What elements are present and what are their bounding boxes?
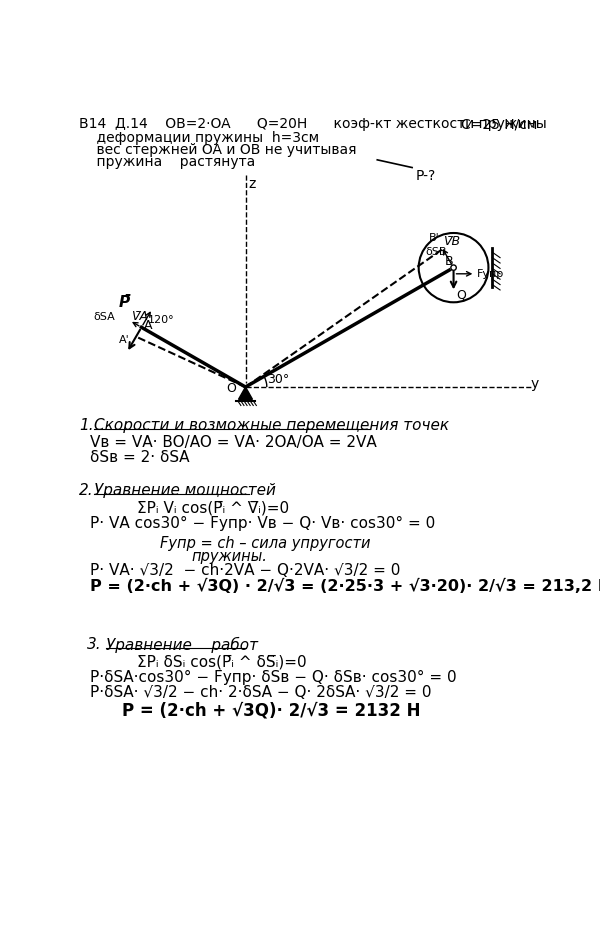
Text: 1.: 1. (79, 418, 94, 433)
Text: 3.: 3. (86, 637, 101, 652)
Polygon shape (239, 387, 253, 400)
Text: z: z (248, 177, 256, 190)
Text: P·δSА· √3/2 − ch· 2·δSА − Q· 2δSА· √3/2 = 0: P·δSА· √3/2 − ch· 2·δSА − Q· 2δSА· √3/2 … (91, 685, 432, 700)
Text: V̄A: V̄A (131, 310, 148, 323)
Text: P = (2·ch + √3Q)· 2/√3 = 2132 Н: P = (2·ch + √3Q)· 2/√3 = 2132 Н (121, 702, 420, 720)
Text: δSA: δSA (94, 312, 115, 322)
Text: A: A (144, 319, 152, 332)
Text: Vв = VА· BO/AO = VА· 2OA/OA = 2VА: Vв = VА· BO/AO = VА· 2OA/OA = 2VА (91, 435, 377, 450)
Text: ΣPᵢ δSᵢ cos(P̅ᵢ ^ δS̅ᵢ)=0: ΣPᵢ δSᵢ cos(P̅ᵢ ^ δS̅ᵢ)=0 (137, 654, 307, 670)
Text: P· VА· √3/2  − ch·2VА − Q·2VА· √3/2 = 0: P· VА· √3/2 − ch·2VА − Q·2VА· √3/2 = 0 (91, 563, 401, 579)
Text: деформации пружины  h=3см: деформации пружины h=3см (79, 131, 319, 145)
Text: 2.: 2. (79, 483, 94, 498)
Text: Уравнение мощностей: Уравнение мощностей (94, 483, 276, 498)
Text: пружины.: пружины. (191, 549, 267, 564)
Text: A': A' (119, 334, 130, 345)
Text: 30°: 30° (267, 373, 289, 385)
Text: 120°: 120° (148, 314, 174, 325)
Text: B': B' (429, 233, 440, 243)
Text: вес стержней OA и OB не учитывая: вес стержней OA и OB не учитывая (79, 143, 356, 157)
Text: P̄: P̄ (119, 295, 130, 311)
Text: Скорости и возможные перемещения точек: Скорости и возможные перемещения точек (94, 418, 449, 433)
Circle shape (451, 265, 456, 270)
Text: O: O (226, 382, 236, 395)
Text: Q: Q (457, 289, 467, 302)
Text: пружина    растянута: пружина растянута (79, 155, 255, 170)
Text: y: y (531, 377, 539, 391)
Text: δSв = 2· δSА: δSв = 2· δSА (91, 450, 190, 465)
Text: Уравнение    работ: Уравнение работ (106, 637, 258, 653)
Text: δSB: δSB (426, 247, 448, 258)
Text: V̄B: V̄B (443, 235, 460, 248)
Text: B: B (444, 255, 453, 268)
Text: P·δSА·cos30° − Fупр· δSв − Q· δSв· cos30° = 0: P·δSА·cos30° − Fупр· δSв − Q· δSв· cos30… (91, 670, 457, 685)
Text: C=25 H/см: C=25 H/см (461, 117, 537, 132)
Text: Fупр: Fупр (477, 269, 504, 278)
Text: ΣPᵢ Vᵢ cos(P̅ᵢ ^ V̅ᵢ)=0: ΣPᵢ Vᵢ cos(P̅ᵢ ^ V̅ᵢ)=0 (137, 500, 289, 515)
Text: B14  Д.14    OB=2·OA      Q=20H      коэф-кт жесткости пружины: B14 Д.14 OB=2·OA Q=20H коэф-кт жесткости… (79, 117, 547, 132)
Text: P-?: P-? (416, 170, 436, 183)
Text: P = (2·ch + √3Q) · 2/√3 = (2·25·3 + √3·20)· 2/√3 = 213,2 Н: P = (2·ch + √3Q) · 2/√3 = (2·25·3 + √3·2… (91, 579, 600, 594)
Text: P· VА cos30° − Fупр· Vв − Q· Vв· cos30° = 0: P· VА cos30° − Fупр· Vв − Q· Vв· cos30° … (91, 515, 436, 530)
Text: Fупр = ch – сила упругости: Fупр = ch – сила упругости (160, 536, 371, 550)
